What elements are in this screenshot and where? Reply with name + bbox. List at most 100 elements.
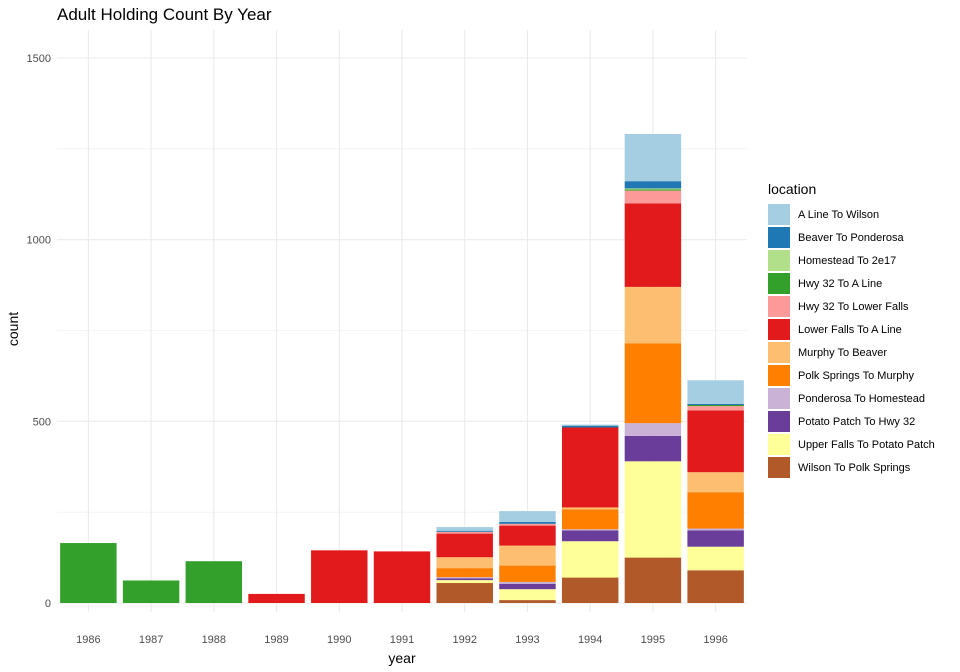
bar-segment [624, 203, 682, 287]
legend-label: Ponderosa To Homestead [798, 393, 925, 405]
legend-label: Polk Springs To Murphy [798, 370, 914, 382]
legend-key [768, 342, 790, 363]
legend-label: Beaver To Ponderosa [798, 232, 904, 244]
bar-segment [687, 380, 744, 404]
bar-segment [60, 543, 117, 603]
y-tick-label: 1500 [27, 53, 51, 65]
bar-segment [436, 533, 493, 558]
bar-segment [122, 580, 180, 603]
x-tick-label: 1990 [327, 634, 351, 646]
bar-segment [499, 523, 556, 526]
bar-segment [561, 577, 619, 603]
legend-key [768, 204, 790, 225]
x-tick-label: 1994 [578, 634, 602, 646]
x-tick-label: 1996 [703, 634, 727, 646]
legend-key [768, 434, 790, 455]
bar-segment [687, 410, 744, 473]
bar-segment [561, 541, 619, 578]
bar-segment [499, 581, 556, 584]
bar-segment [499, 511, 556, 522]
bar-segment [248, 593, 305, 603]
x-tick-label: 1986 [76, 634, 100, 646]
bar-segment [436, 530, 493, 532]
bar-segment [624, 557, 682, 603]
legend-key [768, 365, 790, 386]
bar-segment [624, 181, 682, 189]
bar-segment [436, 583, 493, 603]
bar-segment [687, 406, 744, 411]
bar-segment [311, 550, 368, 603]
bar-segment [436, 577, 493, 579]
legend-label: Murphy To Beaver [798, 347, 887, 359]
chart-title: Adult Holding Count By Year [57, 5, 272, 24]
bar-segment [624, 343, 682, 424]
x-tick-label: 1989 [264, 634, 288, 646]
legend-label: Wilson To Polk Springs [798, 462, 911, 474]
bar-segment [436, 578, 493, 581]
legend-key [768, 273, 790, 294]
gridlines [57, 30, 747, 612]
x-tick-label: 1991 [390, 634, 414, 646]
bar-segment [624, 286, 682, 344]
legend-label: Lower Falls To A Line [798, 324, 902, 336]
y-axis-label: count [5, 312, 21, 346]
bar-segment [499, 525, 556, 546]
legend-label: Potato Patch To Hwy 32 [798, 416, 915, 428]
bar-segment [436, 527, 493, 531]
bar-segment [561, 530, 619, 542]
bar-segment [687, 492, 744, 529]
bar-segment [624, 133, 682, 182]
x-tick-labels: 1986 1987 1988 1989 1990 1991 1992 1993 1994 1995… [76, 634, 728, 646]
bar-segment [436, 531, 493, 534]
bar-segment [687, 570, 744, 603]
legend: location A Line To Wilson Beaver To Ponde… [768, 181, 935, 478]
bar-segment [687, 403, 744, 405]
bar-segment [499, 583, 556, 590]
legend-key [768, 296, 790, 317]
legend-label: Upper Falls To Potato Patch [798, 439, 935, 451]
legend-key [768, 411, 790, 432]
legend-key [768, 250, 790, 271]
legend-key [768, 227, 790, 248]
bar-segment [687, 530, 744, 547]
bar-segment [561, 425, 619, 428]
bar-segment [624, 461, 682, 558]
bar-segment [687, 472, 744, 493]
legend-label: Hwy 32 To Lower Falls [798, 301, 909, 313]
legend-key [768, 457, 790, 478]
bar-segment [561, 509, 619, 530]
y-tick-label: 500 [33, 416, 51, 428]
bar-segment [561, 424, 619, 426]
x-tick-label: 1992 [452, 634, 476, 646]
y-tick-label: 1000 [27, 235, 51, 247]
bar-segment [561, 507, 619, 510]
bar-segment [624, 423, 682, 436]
bar-segment [436, 557, 493, 569]
bar-segment [687, 404, 744, 407]
y-tick-labels: 0 500 1000 1500 [27, 53, 51, 610]
bar-segment [499, 565, 556, 582]
bar-segment [185, 561, 243, 603]
x-tick-label: 1995 [641, 634, 665, 646]
legend-label: Hwy 32 To A Line [798, 278, 882, 290]
legend-title: location [768, 181, 816, 197]
bar-segment [436, 568, 493, 578]
bar-segment [561, 529, 619, 531]
bar-segment [561, 427, 619, 508]
bar-segment [687, 528, 744, 531]
legend-key [768, 388, 790, 409]
x-tick-label: 1993 [515, 634, 539, 646]
bar-segment [624, 189, 682, 191]
bar-segment [373, 551, 431, 603]
x-axis-label: year [388, 650, 416, 666]
legend-label: A Line To Wilson [798, 209, 879, 221]
bar-segment [624, 190, 682, 204]
bar-segment [436, 580, 493, 584]
bar-segment [499, 600, 556, 603]
x-tick-label: 1987 [139, 634, 163, 646]
bars [60, 133, 744, 603]
bar-segment [687, 546, 744, 571]
bar-segment [624, 188, 682, 190]
bar-segment [624, 435, 682, 462]
